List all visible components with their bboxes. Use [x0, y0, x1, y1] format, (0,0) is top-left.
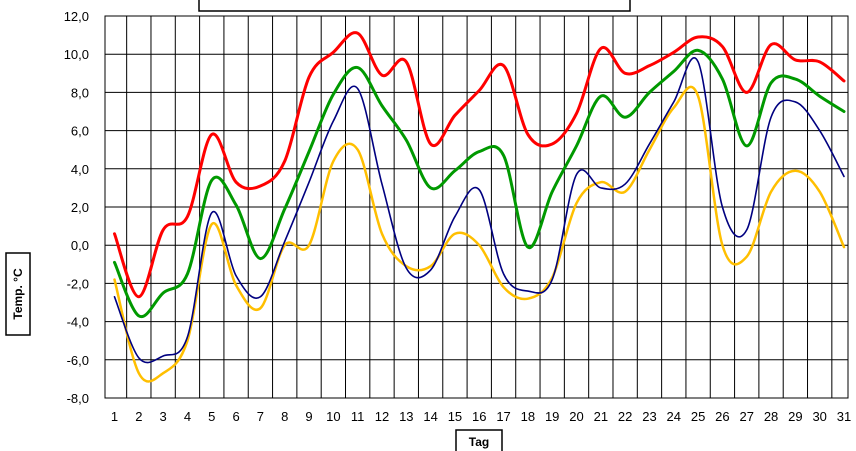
- x-tick-label: 21: [594, 409, 608, 424]
- series-line-3: [113, 57, 845, 364]
- x-tick-labels: 1 2 3 4 5 6 7 8 9 10 11 12 13 14 15 16 17 18 19 20 21 22 23 24 2…: [111, 409, 851, 424]
- x-tick-label: 16: [472, 409, 486, 424]
- x-tick-label: 31: [837, 409, 851, 424]
- y-tick-label: -8,0: [67, 391, 89, 406]
- y-axis-title-box: [5, 252, 31, 336]
- x-tick-label: 22: [618, 409, 632, 424]
- series-line-4: [113, 85, 846, 383]
- series-line-2: [113, 48, 846, 319]
- x-tick-label: 20: [569, 409, 583, 424]
- y-tick-label: 6,0: [71, 124, 89, 139]
- y-tick-label: 4,0: [71, 162, 89, 177]
- x-tick-label: 25: [691, 409, 705, 424]
- y-tick-label: -4,0: [67, 315, 89, 330]
- x-tick-label: 3: [160, 409, 167, 424]
- x-tick-label: 6: [232, 409, 239, 424]
- x-tick-label: 11: [351, 409, 365, 424]
- y-tick-label: -2,0: [67, 276, 89, 291]
- y-tick-label: 10,0: [64, 47, 89, 62]
- x-tick-label: 7: [257, 409, 264, 424]
- x-tick-label: 29: [788, 409, 802, 424]
- x-tick-label: 5: [208, 409, 215, 424]
- x-tick-label: 13: [399, 409, 413, 424]
- x-tick-label: 10: [326, 409, 340, 424]
- y-tick-label: 8,0: [71, 85, 89, 100]
- x-tick-label: 4: [184, 409, 191, 424]
- y-tick-label: 2,0: [71, 200, 89, 215]
- y-tick-label: 0,0: [71, 238, 89, 253]
- x-tick-label: 28: [764, 409, 778, 424]
- x-tick-label: 15: [448, 409, 462, 424]
- x-tick-label: 27: [739, 409, 753, 424]
- x-axis-title: Tag: [469, 435, 489, 449]
- y-tick-label: -6,0: [67, 353, 89, 368]
- x-tick-label: 18: [521, 409, 535, 424]
- x-tick-label: 8: [281, 409, 288, 424]
- x-axis-title-box: [455, 429, 503, 451]
- series-line-1: [113, 31, 846, 299]
- x-tick-label: 26: [715, 409, 729, 424]
- plot-area-border: [104, 15, 849, 399]
- x-tick-label: 24: [667, 409, 681, 424]
- x-tick-label: 19: [545, 409, 559, 424]
- series-layer: [113, 31, 846, 383]
- x-tick-label: 2: [135, 409, 142, 424]
- gridlines: [105, 15, 848, 399]
- y-tick-label: 12,0: [64, 9, 89, 24]
- x-tick-label: 30: [812, 409, 826, 424]
- x-tick-label: 9: [305, 409, 312, 424]
- x-tick-label: 14: [423, 409, 437, 424]
- title-box: [198, 0, 631, 12]
- x-tick-label: 12: [375, 409, 389, 424]
- x-tick-label: 1: [111, 409, 118, 424]
- y-tick-labels: -8,0 -6,0 -4,0 -2,0 0,0 2,0 4,0 6,0 8,0 10,0 12,0: [64, 9, 89, 406]
- x-tick-label: 17: [496, 409, 510, 424]
- y-axis-title: Temp. °C: [11, 268, 25, 320]
- x-tick-label: 23: [642, 409, 656, 424]
